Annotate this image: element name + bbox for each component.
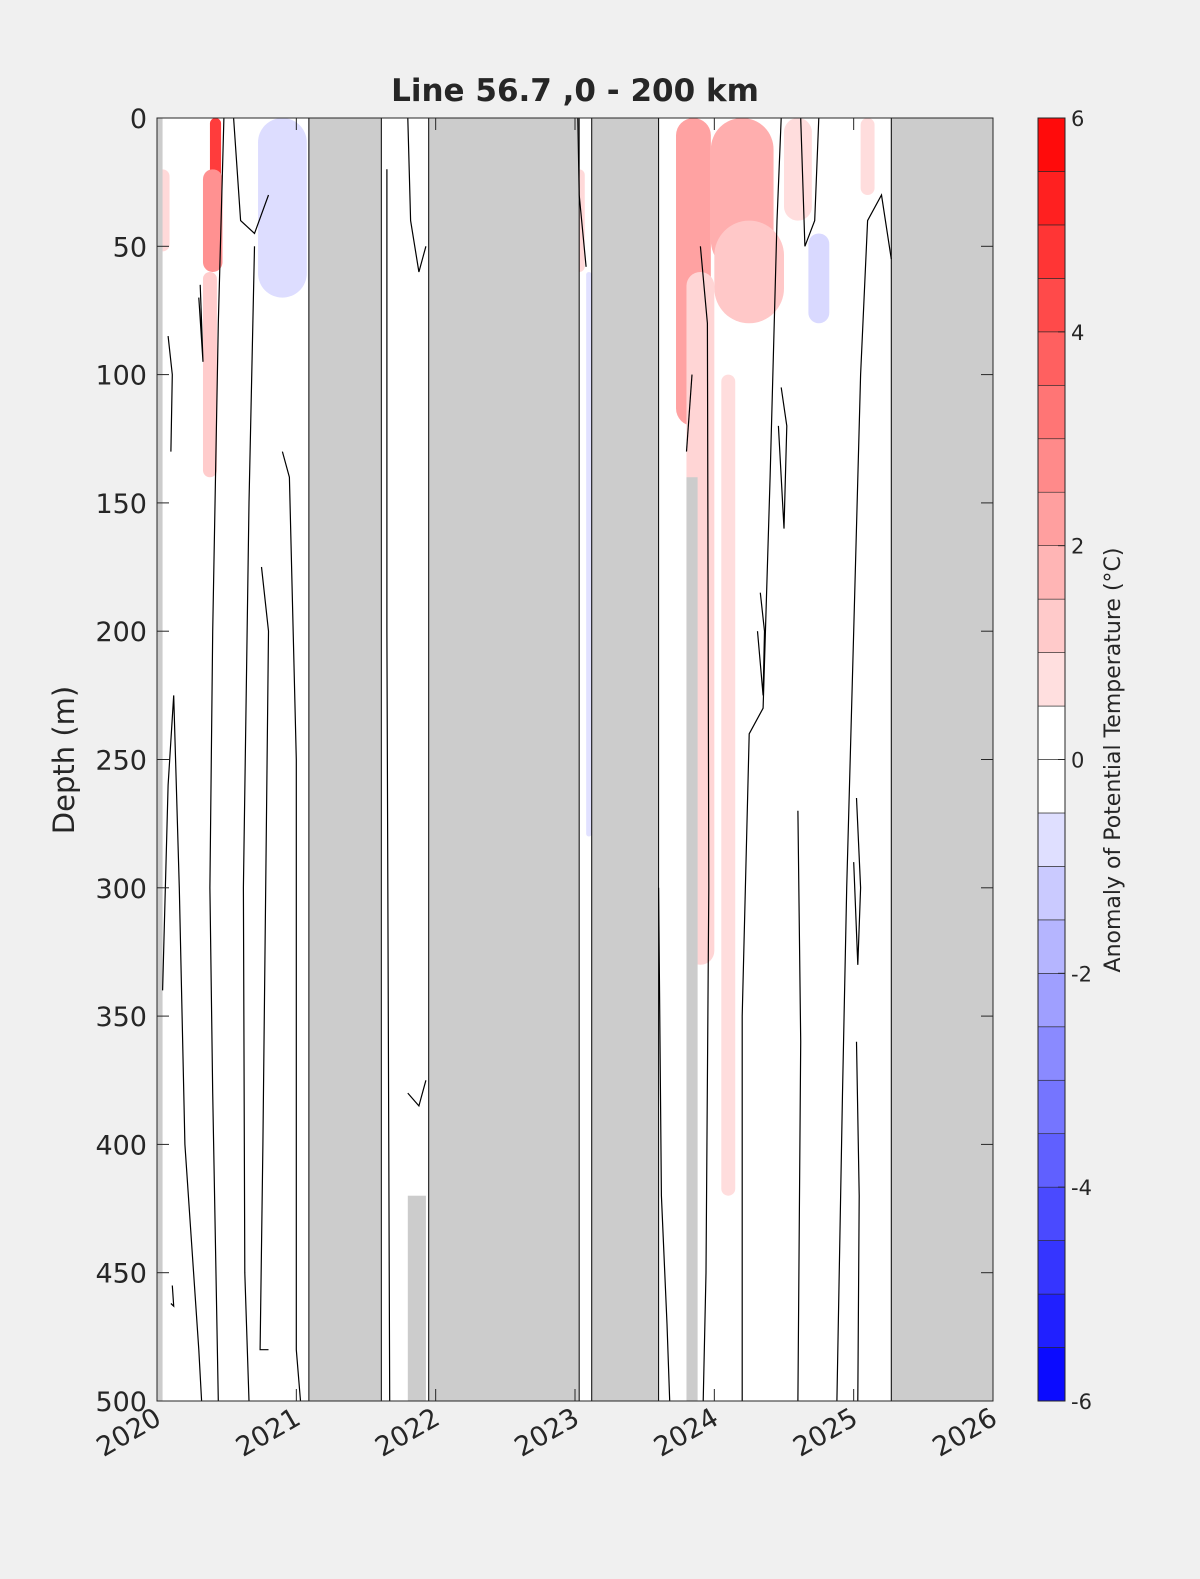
- anomaly-patch: [860, 118, 875, 195]
- colorbar-segment: [1037, 759, 1066, 814]
- no-data-band: [686, 477, 698, 1401]
- colorbar-segment: [1037, 705, 1066, 760]
- colorbar-segment: [1037, 866, 1066, 921]
- y-tick-label: 300: [95, 874, 147, 905]
- y-tick-label: 400: [95, 1130, 147, 1161]
- colorbar-segment: [1037, 545, 1066, 600]
- x-tick-label: 2025: [788, 1402, 863, 1463]
- zero-contour: [198, 284, 204, 362]
- anomaly-patch: [209, 118, 222, 183]
- colorbar-segment: [1037, 1026, 1066, 1081]
- y-tick-label: 0: [130, 104, 147, 135]
- zero-contour: [855, 1041, 860, 1401]
- colorbar-segment: [1037, 919, 1066, 974]
- colorbar-segment: [1037, 1240, 1066, 1295]
- anomaly-patch: [808, 233, 830, 324]
- colorbar-segment: [1037, 331, 1066, 386]
- zero-contour: [407, 1080, 427, 1108]
- zero-contour: [162, 695, 203, 1401]
- colorbar-segment: [1037, 171, 1066, 226]
- colorbar-segment: [1037, 384, 1066, 440]
- zero-contour: [658, 887, 671, 1401]
- anomaly-patch: [714, 220, 784, 324]
- chart-title: Line 56.7 ,0 - 200 km: [391, 73, 759, 109]
- colorbar-segment: [1037, 224, 1066, 279]
- no-data-band: [428, 118, 580, 1401]
- y-tick-label: 200: [95, 617, 147, 648]
- no-data-band: [890, 118, 993, 1401]
- colorbar-segment: [1037, 117, 1066, 172]
- zero-contour: [167, 336, 173, 452]
- y-tick-label: 250: [95, 746, 147, 777]
- zero-contour: [242, 246, 256, 1401]
- x-tick-label: 2022: [370, 1402, 445, 1463]
- zero-contour: [797, 810, 802, 1401]
- zero-contour-layer: [162, 118, 892, 1401]
- zero-contour: [259, 566, 270, 1351]
- zero-contour: [741, 118, 782, 1401]
- zero-contour: [233, 118, 270, 235]
- anomaly-patch: [202, 271, 217, 478]
- no-data-band: [308, 118, 382, 1401]
- colorbar-segment: [1037, 491, 1066, 546]
- colorbar-tick-label: -4: [1071, 1176, 1092, 1200]
- y-tick-label: 100: [95, 361, 147, 392]
- zero-contour: [685, 374, 693, 452]
- y-axis: 0 50 100 150 200 250 300 350 400 450 500: [95, 104, 993, 1418]
- y-tick-label: 50: [113, 232, 147, 263]
- colorbar-segment: [1037, 598, 1066, 653]
- anomaly-patch: [721, 374, 736, 1196]
- zero-contour: [800, 118, 820, 247]
- colorbar-tick-label: 2: [1071, 535, 1084, 559]
- colorbar-segment: [1037, 652, 1066, 707]
- colorbar: -6 -4 -2 0 2 4 6: [1037, 107, 1092, 1414]
- x-tick-label: 2026: [927, 1402, 1002, 1463]
- colorbar-segment: [1037, 1293, 1066, 1348]
- colorbar-label: Anomaly of Potential Temperature (°C): [1101, 548, 1126, 973]
- anomaly-patch: [784, 118, 812, 221]
- y-tick-label: 450: [95, 1259, 147, 1290]
- anomaly-patch: [258, 118, 307, 298]
- colorbar-segment: [1037, 1079, 1066, 1135]
- colorbar-tick-label: 6: [1071, 107, 1084, 131]
- y-tick-label: 150: [95, 489, 147, 520]
- zero-contour: [777, 387, 788, 529]
- no-data-band: [591, 118, 660, 1401]
- colorbar-segment: [1037, 438, 1066, 493]
- y-tick-label: 350: [95, 1002, 147, 1033]
- colorbar-segment: [1037, 278, 1066, 333]
- zero-contour: [577, 118, 587, 267]
- colorbar-tick-label: 0: [1071, 749, 1084, 773]
- zero-contour: [836, 193, 892, 1401]
- zero-contour: [407, 118, 427, 273]
- colorbar-tick-label: 4: [1071, 321, 1084, 345]
- zero-contour: [209, 118, 225, 1401]
- x-tick-label: 2021: [231, 1402, 306, 1463]
- zero-contour: [853, 797, 862, 965]
- colorbar-segment: [1037, 812, 1066, 867]
- zero-contour: [281, 451, 302, 1401]
- x-tick-label: 2024: [649, 1402, 724, 1463]
- colorbar-segment: [1037, 1347, 1066, 1402]
- colorbar-tick-label: -2: [1071, 962, 1092, 986]
- no-data-band: [407, 1195, 426, 1401]
- y-tick-label: 500: [95, 1387, 147, 1418]
- colorbar-segment: [1037, 973, 1066, 1028]
- missing-data-layer: [157, 118, 993, 1401]
- anomaly-patch: [586, 271, 592, 837]
- zero-contour: [756, 592, 766, 696]
- colorbar-segment: [1037, 1133, 1066, 1188]
- y-axis-label: Depth (m): [47, 686, 81, 834]
- x-tick-label: 2023: [509, 1402, 584, 1463]
- colorbar-tick-label: -6: [1071, 1390, 1092, 1414]
- anomaly-patch: [202, 169, 223, 272]
- colorbar-segment: [1037, 1186, 1066, 1241]
- zero-contour: [386, 169, 391, 1401]
- zero-contour: [170, 1285, 175, 1308]
- zero-contour: [699, 246, 710, 1401]
